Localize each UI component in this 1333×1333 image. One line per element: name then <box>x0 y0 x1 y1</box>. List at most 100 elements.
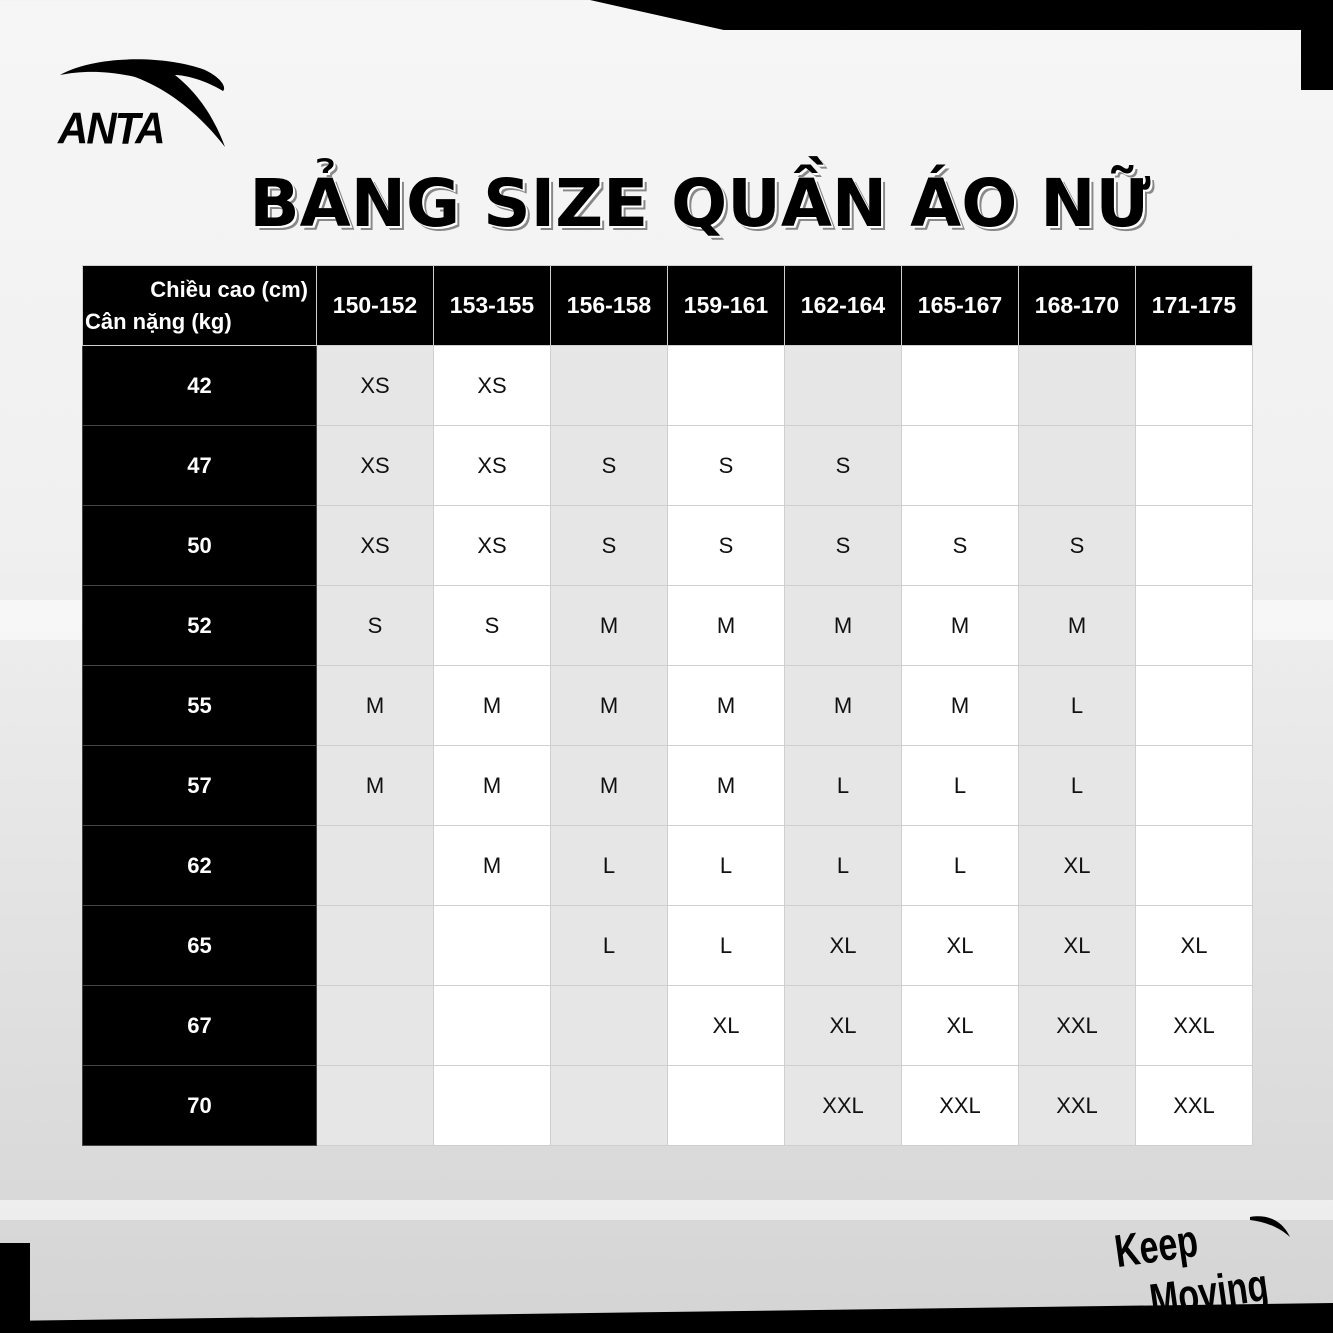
size-cell <box>667 345 785 426</box>
size-cell: M <box>550 745 668 826</box>
swoosh-icon <box>1250 1216 1290 1237</box>
corner-decoration <box>1301 0 1333 90</box>
size-cell: L <box>1018 665 1136 746</box>
size-cell: S <box>784 505 902 586</box>
size-cell: S <box>901 505 1019 586</box>
size-cell: M <box>901 585 1019 666</box>
size-cell: S <box>550 425 668 506</box>
slogan-keep: Keep <box>1112 1214 1201 1277</box>
size-cell: XS <box>316 425 434 506</box>
size-cell <box>1135 665 1253 746</box>
background-stripe <box>0 1200 1333 1220</box>
size-cell: M <box>667 745 785 826</box>
size-cell <box>433 905 551 986</box>
size-cell <box>433 1065 551 1146</box>
size-cell: L <box>901 745 1019 826</box>
size-cell <box>901 345 1019 426</box>
height-header: 165-167 <box>901 265 1019 346</box>
table-row: 65 L L XL XL XL XL <box>82 905 1253 986</box>
weight-cell: 62 <box>82 825 317 906</box>
size-cell: XL <box>1135 905 1253 986</box>
size-cell: M <box>667 585 785 666</box>
weight-cell: 67 <box>82 985 317 1066</box>
size-cell: XS <box>316 345 434 426</box>
header-row: Chiều cao (cm) Cân nặng (kg) 150-152 153-… <box>82 265 1253 346</box>
size-cell <box>1018 345 1136 426</box>
size-cell: S <box>316 585 434 666</box>
size-cell: L <box>784 825 902 906</box>
weight-cell: 65 <box>82 905 317 986</box>
corner-decoration <box>590 0 1333 30</box>
size-cell: XXL <box>901 1065 1019 1146</box>
size-cell: XS <box>316 505 434 586</box>
table-row: 47 XS XS S S S <box>82 425 1253 506</box>
height-header: 168-170 <box>1018 265 1136 346</box>
size-cell <box>433 985 551 1066</box>
table-row: 42 XS XS <box>82 345 1253 426</box>
size-cell: L <box>550 825 668 906</box>
table-row: 55 M M M M M M L <box>82 665 1253 746</box>
size-cell: XL <box>1018 825 1136 906</box>
size-cell: S <box>667 425 785 506</box>
size-cell <box>1135 585 1253 666</box>
size-cell <box>316 1065 434 1146</box>
size-cell: L <box>1018 745 1136 826</box>
size-cell: XXL <box>1135 985 1253 1066</box>
size-cell: M <box>550 585 668 666</box>
size-cell: XL <box>784 905 902 986</box>
logo-text: ANTA <box>58 103 166 154</box>
height-header: 153-155 <box>433 265 551 346</box>
size-cell <box>550 1065 668 1146</box>
size-cell <box>1135 745 1253 826</box>
height-header: 171-175 <box>1135 265 1253 346</box>
size-cell: XL <box>901 905 1019 986</box>
weight-cell: 57 <box>82 745 317 826</box>
size-cell: XS <box>433 505 551 586</box>
size-cell: M <box>784 665 902 746</box>
size-cell: L <box>667 825 785 906</box>
size-cell <box>1135 345 1253 426</box>
size-cell <box>667 1065 785 1146</box>
corner-decoration <box>0 1243 30 1333</box>
size-cell: XL <box>1018 905 1136 986</box>
weight-cell: 70 <box>82 1065 317 1146</box>
size-cell: M <box>901 665 1019 746</box>
weight-label: Cân nặng (kg) <box>85 308 232 334</box>
size-cell: M <box>550 665 668 746</box>
size-cell: S <box>433 585 551 666</box>
size-cell <box>316 825 434 906</box>
weight-cell: 50 <box>82 505 317 586</box>
table-row: 70 XXL XXL XXL XXL <box>82 1065 1253 1146</box>
keep-moving-logo: Keep Moving <box>1112 1214 1290 1312</box>
table-row: 67 XL XL XL XXL XXL <box>82 985 1253 1066</box>
size-cell: L <box>784 745 902 826</box>
size-cell: L <box>667 905 785 986</box>
size-cell <box>1135 505 1253 586</box>
size-cell: S <box>550 505 668 586</box>
size-cell: XXL <box>1018 985 1136 1066</box>
weight-cell: 55 <box>82 665 317 746</box>
table-row: 52 S S M M M M M <box>82 585 1253 666</box>
size-cell: M <box>433 665 551 746</box>
weight-cell: 52 <box>82 585 317 666</box>
size-cell <box>316 905 434 986</box>
size-cell: S <box>1018 505 1136 586</box>
table-row: 50 XS XS S S S S S <box>82 505 1253 586</box>
size-cell: S <box>667 505 785 586</box>
size-cell: XXL <box>1135 1065 1253 1146</box>
size-table: Chiều cao (cm) Cân nặng (kg) 150-152 153-… <box>82 265 1253 1146</box>
table-row: 62 M L L L L XL <box>82 825 1253 906</box>
size-cell <box>316 985 434 1066</box>
height-label: Chiều cao (cm) <box>150 276 308 302</box>
size-cell: M <box>433 825 551 906</box>
height-header: 156-158 <box>550 265 668 346</box>
size-cell: XS <box>433 425 551 506</box>
size-cell: M <box>316 665 434 746</box>
size-cell: XL <box>667 985 785 1066</box>
weight-cell: 42 <box>82 345 317 426</box>
height-header: 162-164 <box>784 265 902 346</box>
size-cell: M <box>667 665 785 746</box>
size-cell: M <box>1018 585 1136 666</box>
table-row: 57 M M M M L L L <box>82 745 1253 826</box>
size-cell <box>550 345 668 426</box>
